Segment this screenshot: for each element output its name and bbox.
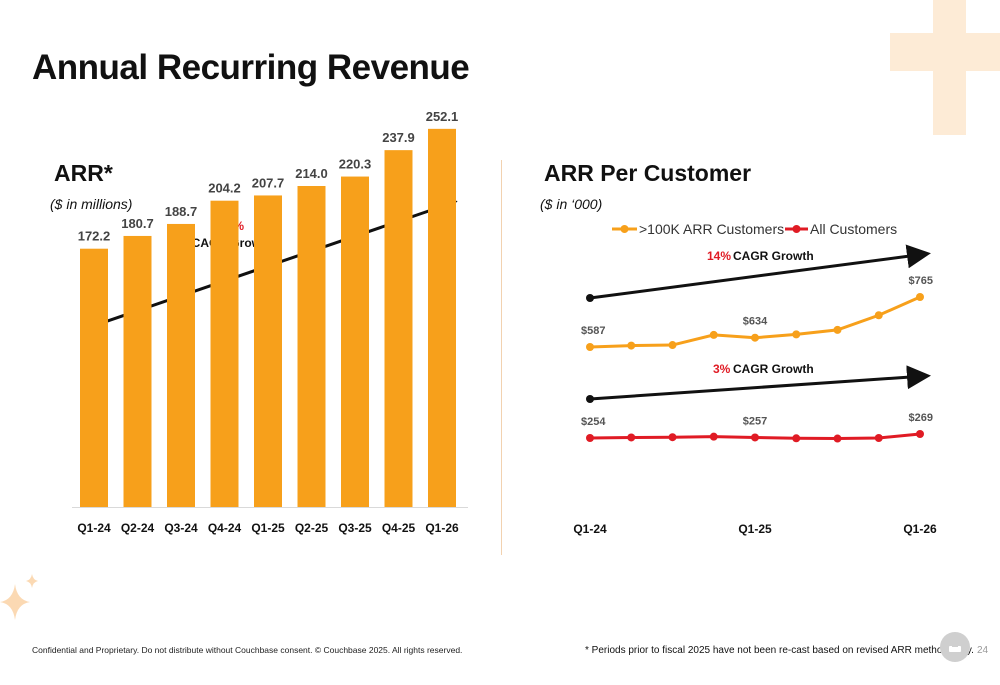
- arr-chart-subtitle: ($ in millions): [50, 196, 133, 212]
- arr-x-tick-label: Q3-24: [164, 521, 198, 535]
- series-point-100k: [916, 293, 924, 301]
- arr-bar-value-label: 237.9: [382, 130, 415, 145]
- series-point-all: [792, 434, 801, 443]
- series-data-label-all: $269: [909, 412, 933, 424]
- per-customer-all-cagr-percent: 3%: [713, 362, 731, 376]
- couchbase-logo-icon: [940, 632, 970, 662]
- series-point-all: [586, 434, 594, 442]
- confidentiality-footer: Confidential and Proprietary. Do not dis…: [32, 645, 463, 655]
- per-customer-x-tick-label: Q1-26: [903, 522, 937, 536]
- arr-bar-value-label: 172.2: [78, 229, 111, 244]
- series-point-100k: [627, 341, 636, 350]
- series-data-label-all: $254: [581, 416, 606, 428]
- arr-x-tick-label: Q3-25: [338, 521, 372, 535]
- series-point-100k: [874, 311, 883, 320]
- arr-bar: [341, 176, 369, 508]
- series-point-all: [709, 432, 718, 441]
- arr-bar-value-label: 180.7: [121, 216, 154, 231]
- legend-label-100k: >100K ARR Customers: [639, 221, 784, 237]
- per-customer-100k-cagr-arrow-start-dot: [586, 294, 594, 302]
- series-point-100k: [751, 333, 759, 342]
- arr-x-tick-label: Q4-25: [382, 521, 416, 535]
- series-data-label-100k: $634: [743, 316, 768, 328]
- arr-x-tick-label: Q1-26: [425, 521, 459, 535]
- arr-bar: [297, 186, 326, 507]
- series-point-100k: [586, 343, 594, 351]
- panel-divider: [501, 160, 502, 555]
- arr-per-customer-title: ARR Per Customer: [544, 160, 752, 186]
- per-customer-all-cagr-arrow-start-dot: [586, 395, 594, 403]
- arr-chart-title: ARR*: [54, 160, 113, 186]
- series-point-all: [874, 434, 883, 442]
- arr-bar: [428, 128, 456, 507]
- per-customer-all-cagr-arrow: [589, 365, 931, 401]
- arr-bar-chart: 21%CAGR Growth172.2Q1-24180.7Q2-24188.7Q…: [72, 109, 468, 535]
- arr-x-tick-label: Q4-24: [208, 521, 242, 535]
- arr-bar-value-label: 220.3: [339, 157, 372, 172]
- arr-x-tick-label: Q2-24: [121, 521, 155, 535]
- series-data-label-100k: $587: [581, 325, 605, 337]
- series-point-100k: [709, 330, 718, 339]
- arr-x-tick-label: Q1-25: [251, 521, 285, 535]
- decorative-sparkle-icon: [0, 574, 38, 620]
- page-title: Annual Recurring Revenue: [32, 48, 470, 87]
- series-point-100k: [792, 330, 801, 339]
- arr-x-tick-label: Q2-25: [295, 521, 329, 535]
- per-customer-x-tick-label: Q1-24: [573, 522, 607, 536]
- page-number: 24: [977, 645, 989, 656]
- arr-bar: [80, 248, 108, 507]
- arr-bar: [167, 223, 195, 507]
- per-customer-all-cagr-label: CAGR Growth: [733, 362, 814, 376]
- arr-bar-value-label: 252.1: [426, 109, 459, 124]
- arr-bar-value-label: 207.7: [252, 175, 285, 190]
- series-point-all: [627, 433, 636, 442]
- series-data-label-all: $257: [743, 415, 767, 427]
- legend-marker-all: [792, 225, 801, 233]
- arr-bar: [123, 235, 152, 507]
- arr-bar-value-label: 188.7: [165, 204, 198, 219]
- per-customer-100k-cagr-arrow: [589, 244, 931, 300]
- per-customer-x-tick-label: Q1-25: [738, 522, 772, 536]
- arr-bar-value-label: 214.0: [295, 166, 328, 181]
- legend-label-all: All Customers: [810, 221, 897, 237]
- series-point-all: [916, 430, 924, 438]
- arr-bar-value-label: 204.2: [208, 181, 241, 196]
- series-point-100k: [668, 341, 677, 350]
- arr-per-customer-subtitle: ($ in ‘000): [540, 196, 603, 212]
- per-customer-100k-cagr-label: CAGR Growth: [733, 249, 814, 263]
- arr-bar: [210, 200, 239, 507]
- arr-bar: [384, 150, 413, 507]
- series-data-label-100k: $765: [909, 275, 933, 287]
- decorative-plus-icon: [890, 0, 1000, 135]
- series-point-100k: [833, 325, 842, 334]
- arr-x-tick-label: Q1-24: [77, 521, 111, 535]
- series-point-all: [751, 433, 759, 442]
- legend-marker-100k: [620, 225, 629, 233]
- per-customer-100k-cagr-percent: 14%: [707, 249, 731, 263]
- arr-bar: [254, 195, 282, 507]
- series-point-all: [668, 433, 677, 442]
- series-point-all: [833, 434, 842, 443]
- methodology-footnote: * Periods prior to fiscal 2025 have not …: [585, 645, 974, 656]
